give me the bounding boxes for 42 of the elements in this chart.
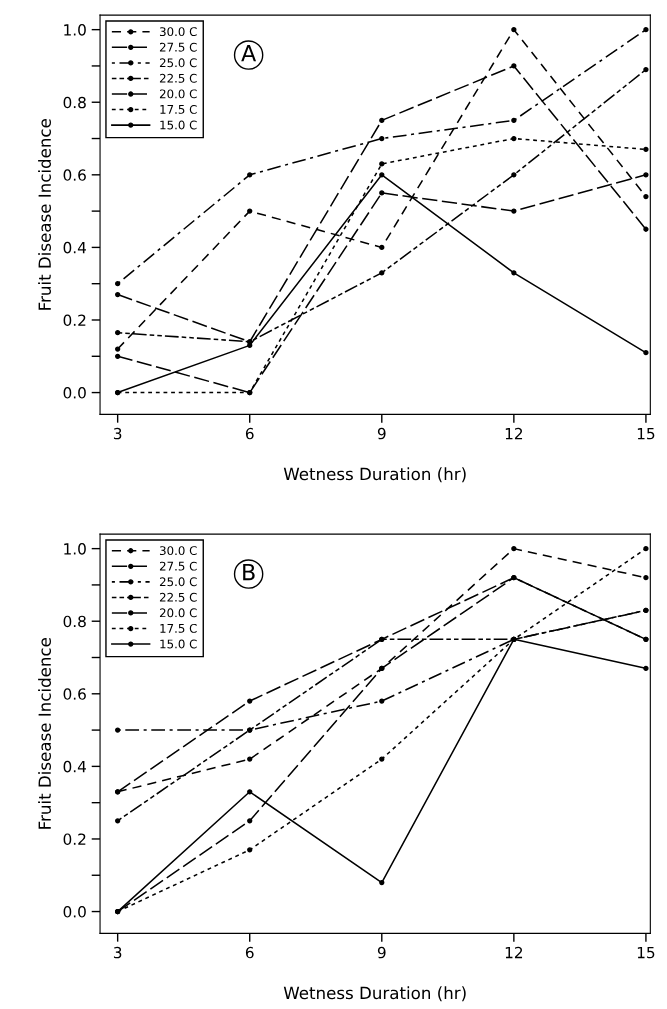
legend-label: 15.0 C xyxy=(160,120,197,130)
legend-label: 20.0 C xyxy=(159,89,197,99)
y-tick-label: 0.6 xyxy=(63,169,86,181)
legend-label: 20.0 C xyxy=(159,608,197,618)
y-axis-title: Fruit Disease Incidence xyxy=(38,638,51,829)
x-tick-label: 15 xyxy=(637,946,655,959)
x-tick-label: 15 xyxy=(637,428,655,440)
x-axis-title: Wetness Duration (hr) xyxy=(283,467,466,483)
legend-label: 17.5 C xyxy=(160,623,197,633)
legend-label: 15.0 C xyxy=(160,639,197,649)
legend-label: 27.5 C xyxy=(159,42,197,52)
y-tick-label: 0.6 xyxy=(63,688,86,700)
y-tick-label: 0.4 xyxy=(63,241,86,254)
x-tick-label: 3 xyxy=(113,427,122,440)
legend-label: 30.0 C xyxy=(159,546,197,556)
x-tick-label: 6 xyxy=(245,427,254,440)
legend-label: 25.0 C xyxy=(159,58,197,68)
x-tick-label: 12 xyxy=(505,427,523,440)
y-axis-title: Fruit Disease Incidence xyxy=(38,119,51,310)
legend-label: 22.5 C xyxy=(159,73,197,83)
x-tick-label: 9 xyxy=(377,946,386,959)
y-tick-label: 1.0 xyxy=(64,24,86,36)
y-tick-label: 0.4 xyxy=(63,760,86,773)
legend-label: 30.0 C xyxy=(159,27,197,37)
annotation: B xyxy=(243,563,255,581)
legend-label: 25.0 C xyxy=(159,577,197,587)
x-tick-label: 12 xyxy=(505,946,523,959)
y-tick-label: 0.0 xyxy=(63,387,86,399)
x-tick-label: 6 xyxy=(245,946,254,959)
annotation: A xyxy=(241,44,257,62)
y-tick-label: 0.2 xyxy=(63,833,86,845)
legend-label: 27.5 C xyxy=(159,561,197,571)
y-tick-label: 1.0 xyxy=(64,543,86,555)
y-tick-label: 0.8 xyxy=(63,615,86,628)
legend-label: 22.5 C xyxy=(159,592,197,602)
x-tick-label: 9 xyxy=(377,427,386,440)
y-tick-label: 0.8 xyxy=(63,96,86,109)
x-tick-label: 3 xyxy=(113,946,122,959)
y-tick-label: 0.2 xyxy=(63,314,86,327)
y-tick-label: 0.0 xyxy=(63,906,86,918)
legend-label: 17.5 C xyxy=(160,104,197,114)
x-axis-title: Wetness Duration (hr) xyxy=(283,986,466,1002)
